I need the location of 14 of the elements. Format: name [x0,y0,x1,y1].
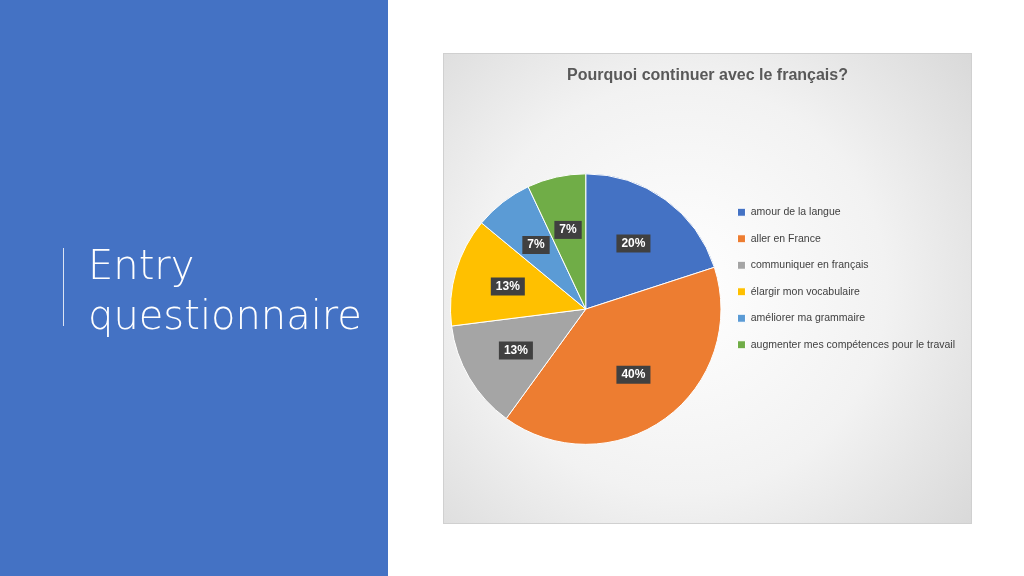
data-label: 13% [495,278,521,293]
legend-label: communiquer en français [750,258,869,271]
legend-label: aller en France [750,231,821,244]
chart-title: Pourquoi continuer avec le français? [567,66,848,84]
legend-label: augmenter mes compétences pour le travail [750,337,956,350]
data-label: 7% [527,237,546,252]
legend-label: élargir mon vocabulaire [750,284,861,297]
data-label: 7% [559,222,578,237]
data-label: 20% [621,235,646,250]
legend-label: améliorer ma grammaire [750,311,866,324]
data-label: 40% [621,367,646,382]
legend-label: amour de la langue [750,205,841,218]
data-label: 13% [503,342,529,357]
text: Entry questionnaire [88,241,363,340]
